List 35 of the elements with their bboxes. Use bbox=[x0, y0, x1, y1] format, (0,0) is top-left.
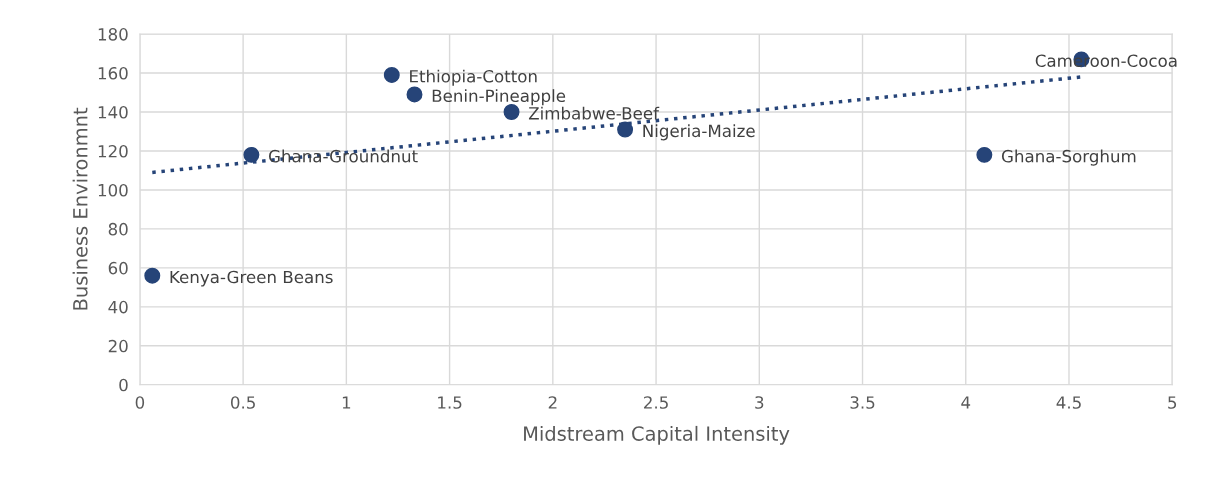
y-tick-label: 160 bbox=[98, 67, 128, 80]
y-tick-label: 40 bbox=[108, 300, 128, 314]
point bbox=[406, 86, 423, 103]
annotation: Ghana-Sorghum bbox=[1001, 149, 1136, 166]
x-tick-label: 2 bbox=[548, 396, 557, 409]
x-tick-label: 1 bbox=[342, 396, 351, 409]
x-tick-label: 0.5 bbox=[230, 396, 255, 409]
x-tick-label: 4.5 bbox=[1056, 396, 1081, 409]
y-tick-label: 140 bbox=[98, 105, 128, 119]
y-tick-label: 20 bbox=[108, 339, 128, 353]
y-tick-label: 0 bbox=[119, 378, 128, 392]
x-tick-label: 0 bbox=[135, 396, 145, 409]
y-tick-label: 60 bbox=[108, 261, 128, 275]
annotation: Zimbabwe-Beef bbox=[528, 106, 660, 120]
point bbox=[976, 146, 993, 163]
y-tick-label: 80 bbox=[108, 222, 128, 236]
x-axis-title: Midstream Capital Intensity bbox=[524, 425, 790, 445]
x-tick-label: 3 bbox=[755, 396, 764, 409]
point bbox=[243, 146, 260, 163]
annotation: Benin-Pineapple bbox=[432, 89, 566, 106]
x-tick-label: 5 bbox=[1168, 396, 1177, 409]
x-tick-label: 2.5 bbox=[644, 396, 668, 409]
y-tick-label: 120 bbox=[98, 144, 128, 158]
x-tick-label: 4 bbox=[961, 396, 971, 409]
y-axis-title: Business Environmnt bbox=[72, 107, 88, 310]
annotation: Nigeria-Maize bbox=[643, 124, 755, 141]
point bbox=[144, 267, 161, 284]
annotation: Ethiopia-Cotton bbox=[410, 69, 537, 86]
y-tick-label: 180 bbox=[98, 28, 128, 41]
x-tick-label: 3.5 bbox=[850, 396, 875, 409]
x-tick-label: 1.5 bbox=[438, 396, 462, 409]
y-tick-label: 100 bbox=[98, 183, 128, 197]
point bbox=[383, 67, 400, 83]
annotation: Kenya-Green Beans bbox=[170, 270, 333, 287]
point bbox=[617, 121, 634, 138]
